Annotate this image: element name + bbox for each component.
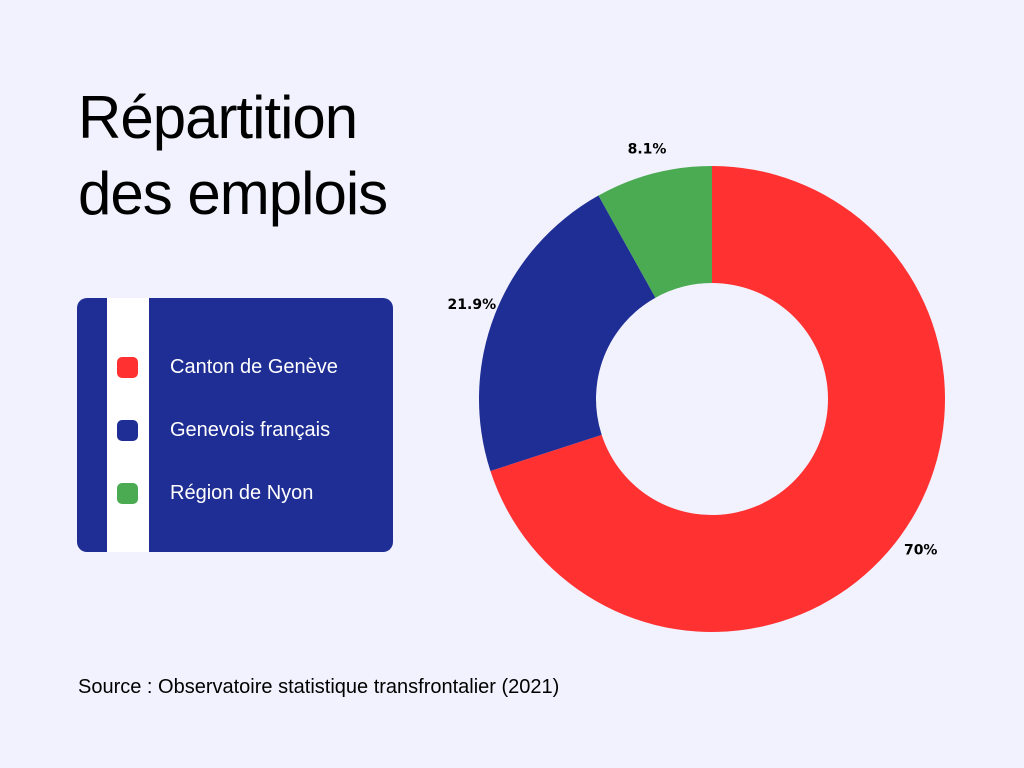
donut-slice-genevois-francais [479,195,656,472]
donut-slice-region-de-nyon [598,166,712,298]
legend-item-genevois-francais: Genevois français [117,415,330,445]
legend-label-canton-de-geneve: Canton de Genève [170,355,338,378]
legend-swatch-region-de-nyon [117,482,138,504]
legend: Canton de Genève Genevois français Régio… [77,298,393,552]
chart-title-line-1: Répartition [78,84,358,151]
chart-title-line-2: des emplois [78,160,388,227]
chart-title: Répartition des emplois [78,80,388,232]
slice-value-label-region-de-nyon: 8.1% [628,141,667,157]
legend-item-region-de-nyon: Région de Nyon [117,478,313,508]
legend-label-region-de-nyon: Région de Nyon [170,481,314,504]
legend-item-canton-de-geneve: Canton de Genève [117,352,338,382]
donut-slice-canton-de-geneve [490,166,945,632]
slice-value-label-canton-de-geneve: 70% [904,543,938,559]
legend-swatch-genevois-francais [117,419,138,441]
source-note: Source : Observatoire statistique transf… [78,676,560,698]
slice-value-label-genevois-francais: 21.9% [448,297,497,313]
legend-swatch-canton-de-geneve [117,356,138,378]
legend-label-genevois-francais: Genevois français [170,418,331,441]
